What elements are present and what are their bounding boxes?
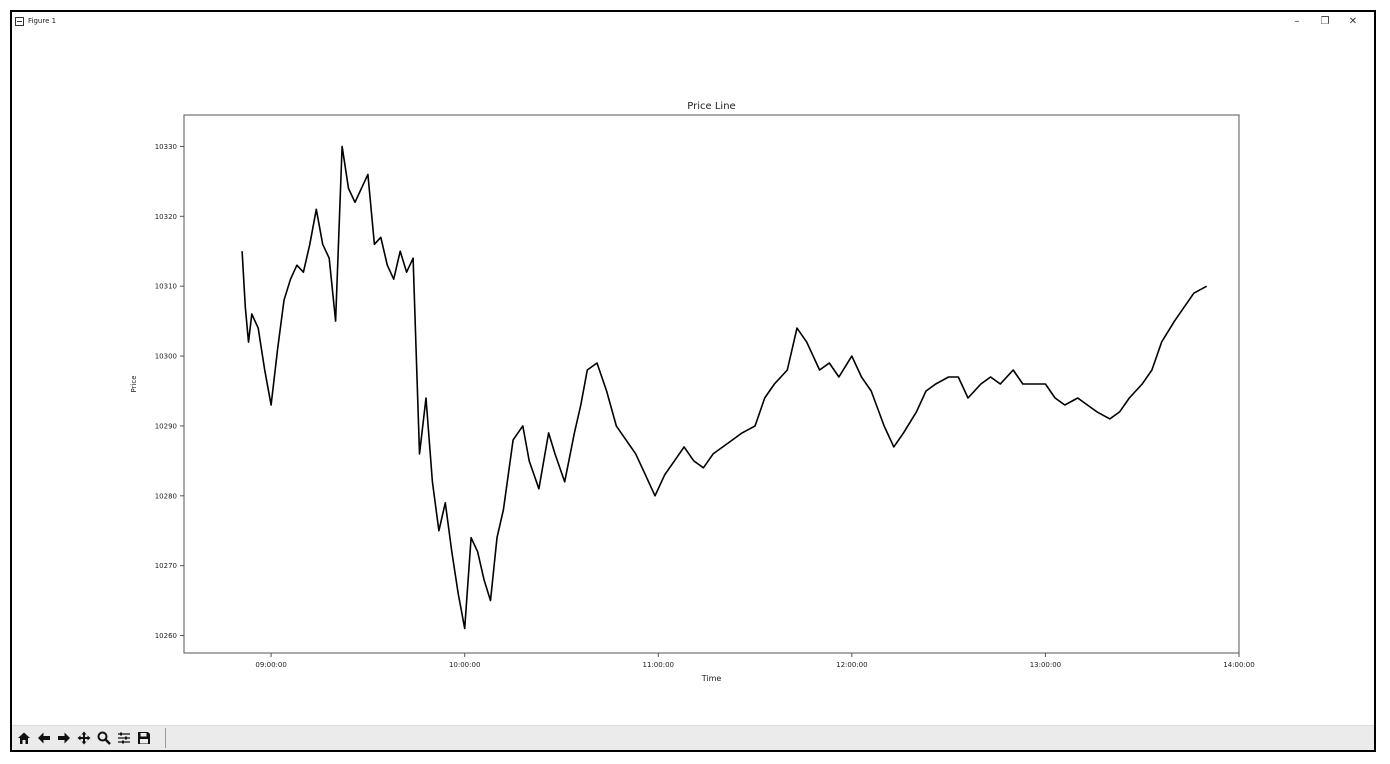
y-tick-label: 10300 — [155, 353, 177, 361]
pan-icon[interactable] — [76, 730, 92, 746]
y-tick-label: 10290 — [155, 422, 177, 430]
figure-canvas: 10260 10270 10280 10290 10300 10310 10320 10330… — [12, 34, 1374, 726]
x-tick-label: 11:00:00 — [643, 661, 674, 669]
x-tick-label: 10:00:00 — [449, 661, 480, 669]
y-axis-label: Price — [130, 375, 138, 392]
x-axis-label: Time — [701, 674, 722, 683]
x-tick-label: 09:00:00 — [255, 661, 286, 669]
y-tick-label: 10260 — [155, 632, 177, 640]
chart-title: Price Line — [687, 101, 735, 112]
x-tick-label: 14:00:00 — [1223, 661, 1254, 669]
back-icon[interactable] — [36, 730, 52, 746]
figure-window: Figure 1 – ❐ ✕ 10260 10270 10280 10290 10300… — [10, 10, 1376, 752]
y-tick-label: 10330 — [155, 143, 177, 151]
forward-icon[interactable] — [56, 730, 72, 746]
app-icon — [15, 17, 24, 26]
home-icon[interactable] — [16, 730, 32, 746]
configure-subplots-icon[interactable] — [116, 730, 132, 746]
x-axis-ticks: 09:00:00 10:00:00 11:00:00 12:00:00 13:00:00… — [255, 653, 1255, 669]
zoom-icon[interactable] — [96, 730, 112, 746]
save-icon[interactable] — [136, 730, 152, 746]
y-axis-ticks: 10260 10270 10280 10290 10300 10310 10320 10330 — [155, 143, 184, 640]
title-bar: Figure 1 – ❐ ✕ — [12, 12, 1374, 34]
minimize-button[interactable]: – — [1294, 16, 1300, 27]
price-series-line — [241, 145, 1208, 630]
y-tick-label: 10280 — [155, 492, 177, 500]
x-tick-label: 13:00:00 — [1030, 661, 1061, 669]
y-tick-label: 10320 — [155, 213, 177, 221]
axes-frame — [183, 114, 1240, 654]
window-title: Figure 1 — [28, 17, 57, 25]
y-tick-label: 10270 — [155, 562, 177, 570]
restore-button[interactable]: ❐ — [1320, 16, 1330, 27]
navigation-toolbar — [12, 725, 1374, 750]
price-line-chart: 10260 10270 10280 10290 10300 10310 10320 10330… — [130, 101, 1255, 683]
x-tick-label: 12:00:00 — [836, 661, 867, 669]
toolbar-separator — [165, 728, 166, 748]
y-tick-label: 10310 — [155, 283, 177, 291]
close-button[interactable]: ✕ — [1348, 16, 1358, 27]
